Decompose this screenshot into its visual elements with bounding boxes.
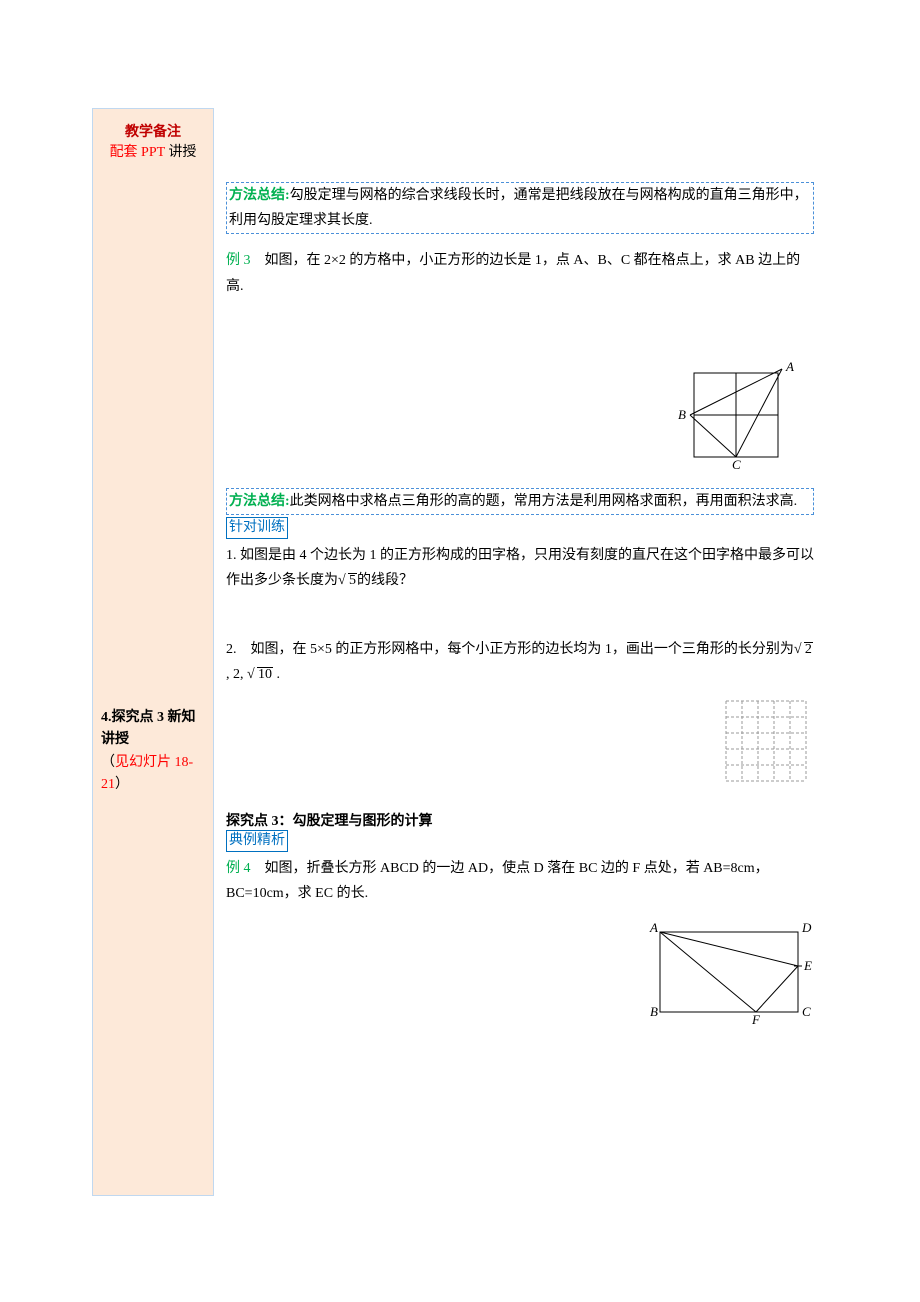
label-A2: A [649, 920, 658, 935]
sidebar-note-paren-close: ） [115, 777, 129, 792]
example-4-label: 例 4 [226, 861, 251, 876]
training-tag: 针对训练 [226, 517, 288, 539]
label-E: E [803, 958, 812, 973]
grid-5x5-icon [718, 693, 814, 789]
q1-rad: 5 [348, 573, 357, 588]
spacer-1 [226, 597, 814, 633]
sidebar-title-2-black: 讲授 [165, 145, 197, 160]
example-4-figure: A D B C E F [226, 916, 814, 1031]
q2-rad-1: 2 [804, 642, 813, 657]
q1-para: 1. 如图是由 4 个边长为 1 的正方形构成的田字格，只用没有刻度的直尺在这个… [226, 543, 814, 593]
sidebar-note-paren-open: （ [101, 755, 115, 770]
page: 教学备注 配套 PPT 讲授 4.探究点 3 新知讲授 （见幻灯片 18-21）… [0, 0, 920, 1302]
q1-text-a: 1. 如图是由 4 个边长为 1 的正方形构成的田字格，只用没有刻度的直尺在这个… [226, 548, 814, 588]
section-3-title: 探究点 3：勾股定理与图形的计算 [226, 810, 814, 830]
method-text-2: 此类网格中求格点三角形的高的题，常用方法是利用网格求面积，再用面积法求高. [290, 494, 798, 509]
q2-text-b: . [273, 667, 280, 682]
q2-para: 2. 如图，在 5×5 的正方形网格中，每个小正方形的边长均为 1，画出一个三角… [226, 637, 814, 687]
example-3-figure: A B C [226, 359, 814, 474]
q2-figure [226, 693, 814, 794]
sidebar-title-1: 教学备注 [101, 121, 205, 141]
example-3-label: 例 3 [226, 253, 251, 268]
q2-mid: , 2, [226, 667, 247, 682]
sidebar-note: 4.探究点 3 新知讲授 （见幻灯片 18-21） [101, 707, 207, 797]
method-text-1: 勾股定理与网格的综合求线段长时，通常是把线段放在与网格构成的直角三角形中，利用勾… [229, 188, 808, 228]
example-analysis-tag-wrap: 典例精析 [226, 830, 814, 852]
q1-sqrt: 5 [338, 568, 357, 593]
example-analysis-tag: 典例精析 [226, 830, 288, 852]
q1-text-b: 的线段？ [357, 573, 413, 588]
main-column: 方法总结:勾股定理与网格的综合求线段长时，通常是把线段放在与网格构成的直角三角形… [226, 108, 814, 1041]
method-box-2: 方法总结:此类网格中求格点三角形的高的题，常用方法是利用网格求面积，再用面积法求… [226, 488, 814, 515]
sidebar-note-line2: （见幻灯片 18-21） [101, 752, 207, 797]
label-B: B [678, 407, 686, 422]
training-tag-wrap: 针对训练 [226, 517, 814, 539]
label-C: C [732, 457, 741, 469]
method-box-1: 方法总结:勾股定理与网格的综合求线段长时，通常是把线段放在与网格构成的直角三角形… [226, 182, 814, 234]
sidebar: 教学备注 配套 PPT 讲授 4.探究点 3 新知讲授 （见幻灯片 18-21） [92, 108, 214, 1196]
label-D: D [801, 920, 812, 935]
label-C2: C [802, 1004, 811, 1019]
sidebar-title-2: 配套 PPT 讲授 [101, 141, 205, 161]
example-3-text: 如图，在 2×2 的方格中，小正方形的边长是 1，点 A、B、C 都在格点上，求… [226, 253, 800, 293]
example-4-text: 如图，折叠长方形 ABCD 的一边 AD，使点 D 落在 BC 边的 F 点处，… [226, 861, 769, 901]
sidebar-title-2-red: 配套 PPT [110, 145, 165, 160]
grid-triangle-icon: A B C [664, 359, 814, 469]
example-3-para: 例 3 如图，在 2×2 的方格中，小正方形的边长是 1，点 A、B、C 都在格… [226, 248, 814, 298]
method-label-2: 方法总结: [229, 494, 290, 509]
q2-text-a: 2. 如图，在 5×5 的正方形网格中，每个小正方形的边长均为 1，画出一个三角… [226, 642, 794, 657]
fold-rectangle-icon: A D B C E F [644, 916, 814, 1026]
sidebar-note-bold: 4.探究点 3 新知讲授 [101, 707, 207, 752]
q2-sqrt-2: 10 [247, 662, 273, 687]
label-F: F [751, 1012, 761, 1026]
example-4-para: 例 4 如图，折叠长方形 ABCD 的一边 AD，使点 D 落在 BC 边的 F… [226, 856, 814, 906]
method-label-1: 方法总结: [229, 188, 290, 203]
q2-sqrt-1: 2 [794, 637, 813, 662]
q2-rad-2: 10 [257, 667, 273, 682]
label-A: A [785, 359, 794, 374]
label-B2: B [650, 1004, 658, 1019]
